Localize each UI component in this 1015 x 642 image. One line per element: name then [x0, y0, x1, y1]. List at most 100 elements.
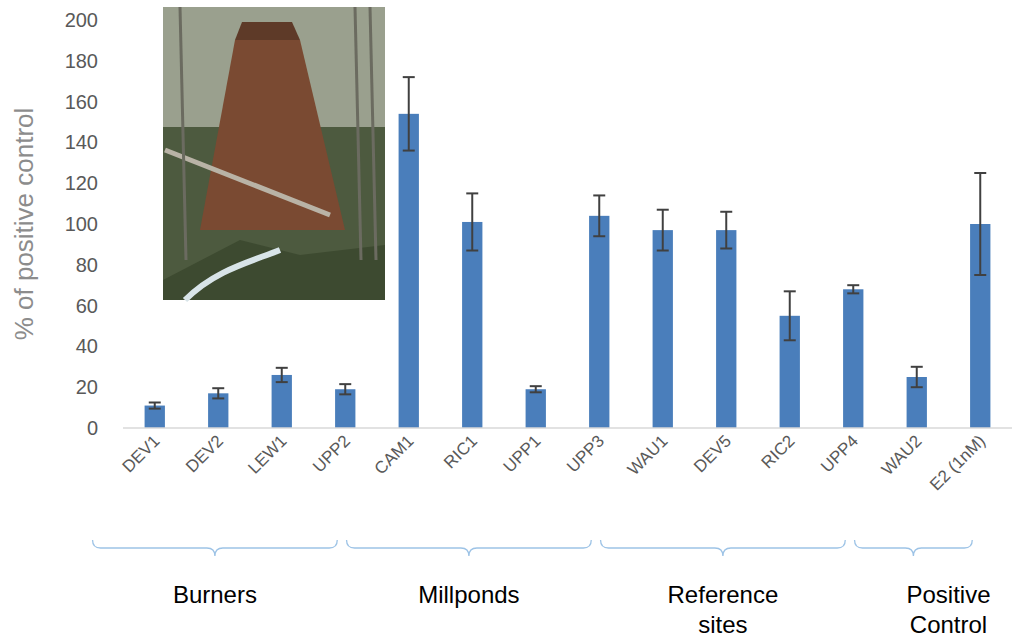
y-tick-label: 140: [65, 131, 98, 153]
error-line: [725, 212, 727, 249]
error-line: [408, 77, 410, 150]
y-tick-label: 80: [76, 254, 98, 276]
group-brace: [347, 540, 592, 556]
error-line: [916, 367, 918, 387]
error-line: [662, 210, 664, 251]
y-tick-label: 100: [65, 213, 98, 235]
error-bar: [657, 210, 669, 251]
photo-burner-top: [235, 22, 300, 40]
error-bar: [212, 388, 224, 398]
error-cap: [149, 402, 161, 404]
error-bar: [149, 403, 161, 409]
x-tick-label: DEV2: [182, 431, 227, 476]
group-brace: [93, 540, 338, 556]
error-line: [281, 368, 283, 382]
bar: [843, 289, 863, 428]
bars: [145, 77, 991, 428]
photo-stream: [185, 250, 280, 300]
error-bar: [530, 386, 542, 392]
photo-tree: [355, 7, 361, 260]
bar: [589, 216, 609, 428]
bar: [272, 375, 292, 428]
y-tick: [100, 224, 103, 225]
error-bar: [339, 384, 351, 394]
error-cap: [466, 192, 478, 194]
x-axis: [123, 427, 1012, 429]
error-cap: [276, 367, 288, 369]
bar: [716, 230, 736, 428]
error-cap: [847, 292, 859, 294]
error-cap: [466, 250, 478, 252]
error-cap: [847, 284, 859, 286]
photo-ground: [163, 240, 385, 300]
y-tick-label: 200: [65, 9, 98, 31]
y-axis-title: % of positive control: [9, 108, 39, 341]
bar: [462, 222, 482, 428]
error-bar: [276, 368, 288, 382]
y-tick: [100, 428, 103, 429]
photo-tree: [180, 7, 186, 260]
y-tick-label: 120: [65, 172, 98, 194]
error-bar: [593, 195, 605, 236]
group-label-line: Control: [910, 611, 987, 638]
error-bar: [911, 367, 923, 387]
group-label-line: Reference: [668, 581, 779, 608]
error-line: [344, 384, 346, 394]
error-cap: [720, 211, 732, 213]
error-cap: [593, 194, 605, 196]
bar: [399, 114, 419, 428]
y-tick-label: 60: [76, 295, 98, 317]
error-cap: [720, 247, 732, 249]
error-cap: [339, 393, 351, 395]
x-tick-label: WAU1: [624, 431, 672, 479]
error-bar: [403, 77, 415, 150]
y-tick-label: 40: [76, 335, 98, 357]
group-label-line: Positive: [906, 581, 990, 608]
error-bar: [784, 291, 796, 340]
photo-burner: [200, 40, 345, 230]
error-cap: [657, 209, 669, 211]
bar: [145, 406, 165, 428]
group-label: Reference sites: [668, 581, 779, 638]
error-bar: [466, 193, 478, 250]
y-tick: [100, 20, 103, 21]
group-brace: [601, 540, 846, 556]
error-cap: [339, 383, 351, 385]
error-bar: [720, 212, 732, 249]
error-line: [852, 285, 854, 293]
x-tick-label: UPP2: [309, 431, 354, 476]
error-cap: [212, 397, 224, 399]
x-tick-label: RIC2: [758, 431, 799, 472]
error-cap: [784, 290, 796, 292]
y-tick: [100, 101, 103, 102]
y-tick: [100, 346, 103, 347]
group-label: Millponds: [418, 581, 519, 608]
x-tick-label: DEV5: [690, 431, 735, 476]
error-cap: [403, 76, 415, 78]
error-cap: [784, 339, 796, 341]
y-tick-label: 0: [87, 417, 98, 439]
photo-tree: [370, 7, 376, 260]
error-line: [979, 173, 981, 275]
error-line: [789, 291, 791, 340]
photo-log: [165, 150, 330, 215]
y-tick-label: 180: [65, 50, 98, 72]
x-tick-label: UPP1: [500, 431, 545, 476]
error-cap: [149, 408, 161, 410]
x-tick-label: E2 (1nM): [926, 431, 989, 494]
y-tick: [100, 60, 103, 61]
group-label: Burners: [173, 581, 257, 608]
group-label-line: sites: [698, 611, 747, 638]
x-tick-label: RIC1: [440, 431, 481, 472]
chart-root: 020406080100120140160180200% of positive…: [0, 0, 1015, 642]
error-line: [598, 195, 600, 236]
y-tick: [100, 183, 103, 184]
y-tick: [100, 142, 103, 143]
y-tick: [100, 305, 103, 306]
group-brace: [855, 540, 973, 556]
error-cap: [911, 366, 923, 368]
photo-bg: [163, 7, 385, 300]
inset-photo: [163, 7, 385, 300]
error-cap: [657, 250, 669, 252]
error-cap: [593, 235, 605, 237]
